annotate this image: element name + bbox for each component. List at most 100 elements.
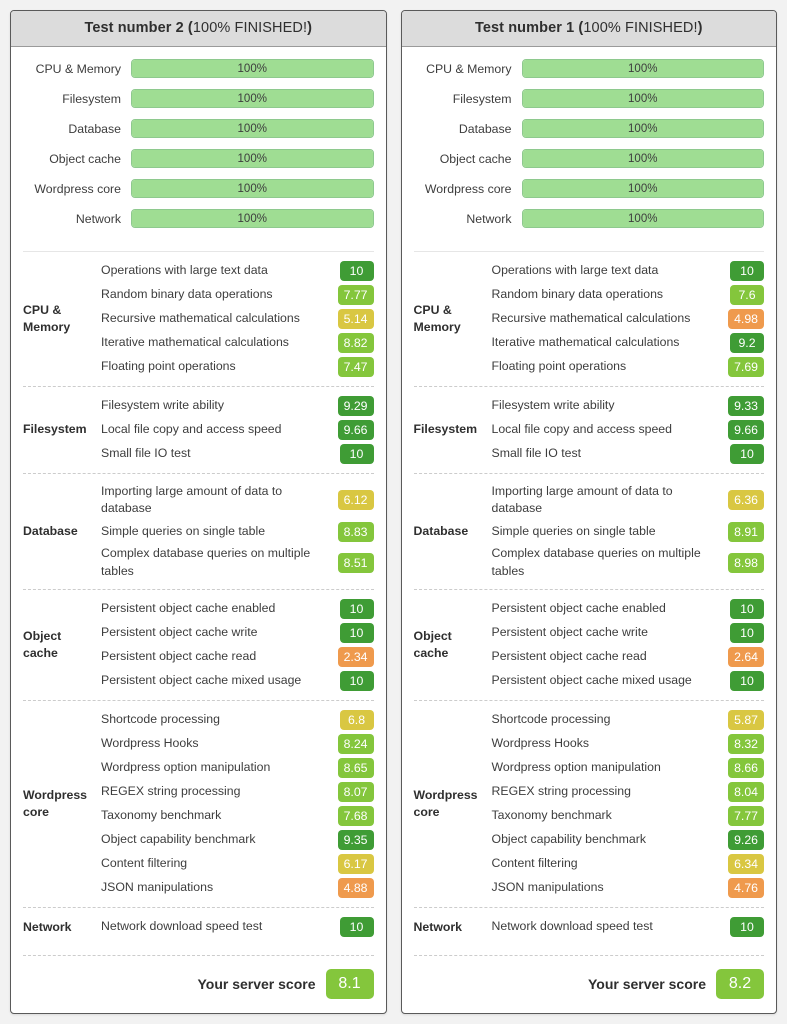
progress-bar: 100% [131, 209, 374, 228]
section-divider [23, 907, 374, 909]
score-badge: 9.33 [728, 396, 764, 416]
result-rows: Operations with large text data 10 Random … [101, 259, 374, 379]
table-row: Complex database queries on multiple tab… [492, 544, 764, 583]
table-row: Small file IO test 10 [492, 442, 764, 466]
result-label: Taxonomy benchmark [101, 808, 222, 823]
result-label: Recursive mathematical calculations [491, 311, 691, 326]
server-score-footer: Your server score 8.2 [413, 955, 764, 1013]
score-badge: 9.35 [337, 830, 374, 851]
score-badge: 2.64 [728, 647, 764, 668]
server-score-footer: Your server score 8.1 [23, 955, 374, 1013]
table-row: Object capability benchmark 9.35 [101, 828, 374, 852]
panel-body: CPU & Memory 100% Filesystem 100% Database 10… [402, 47, 777, 955]
result-group: Object cache Persistent object cache enab… [414, 590, 764, 700]
score-badge: 8.83 [337, 521, 374, 542]
table-row: Network download speed test 10 [101, 915, 374, 939]
progress-bar: 100% [521, 149, 764, 168]
score-badge: 8.91 [728, 521, 764, 542]
result-label: Shortcode processing [101, 712, 220, 727]
result-label: Network download speed test [491, 919, 653, 934]
result-label: Recursive mathematical calculations [101, 311, 300, 326]
progress-value: 100% [628, 182, 658, 195]
progress-row: Object cache 100% [414, 149, 764, 168]
progress-bar: 100% [131, 89, 374, 108]
progress-value: 100% [628, 212, 658, 225]
progress-fill [132, 120, 373, 137]
progress-row: Database 100% [23, 119, 374, 138]
progress-value: 100% [237, 212, 267, 225]
progress-row: Network 100% [414, 209, 764, 228]
table-row: Persistent object cache enabled 10 [101, 597, 374, 621]
section-divider [413, 251, 764, 252]
result-group: Wordpress core Shortcode processing 6.8 Wor… [23, 701, 374, 907]
result-rows: Filesystem write ability 9.29 Local file c… [101, 394, 374, 466]
table-row: Local file copy and access speed 9.66 [491, 418, 764, 442]
result-group-name: CPU & Memory [413, 302, 461, 334]
result-label: Wordpress Hooks [101, 736, 199, 751]
table-row: Persistent object cache write 10 [492, 621, 764, 645]
score-badge: 8.04 [728, 782, 764, 803]
server-score-label: Your server score [587, 976, 706, 992]
score-badge: 7.69 [728, 357, 764, 377]
panel-title-status: (100% FINISHED!) [188, 20, 312, 36]
section-divider [23, 386, 374, 387]
progress-fill [132, 210, 373, 227]
score-badge: 10 [730, 261, 764, 281]
result-group-name: CPU & Memory [23, 302, 71, 334]
table-row: Persistent object cache enabled 10 [492, 597, 764, 621]
table-row: Importing large amount of data to databa… [101, 481, 374, 520]
panel-header: Test number 2 (100% FINISHED!) [11, 11, 386, 47]
score-badge: 6.36 [728, 490, 764, 511]
section-divider [413, 907, 764, 909]
status-paren-close: ) [697, 20, 703, 36]
progress-fill [522, 60, 763, 77]
score-badge: 4.98 [728, 309, 764, 329]
table-row: Content filtering 6.17 [101, 852, 374, 876]
result-label: Small file IO test [101, 446, 191, 461]
score-badge: 4.76 [728, 878, 764, 899]
result-label: REGEX string processing [491, 784, 631, 799]
status-text: FINISHED! [230, 20, 308, 36]
result-label: Shortcode processing [491, 712, 611, 727]
result-label: Network download speed test [101, 919, 263, 934]
score-badge: 4.88 [337, 878, 374, 899]
progress-value: 100% [237, 92, 267, 105]
result-label: Content filtering [491, 856, 578, 871]
result-rows: Shortcode processing 6.8 Wordpress Hooks 8.… [101, 708, 374, 900]
progress-bar: 100% [131, 119, 374, 138]
score-badge: 10 [730, 671, 764, 692]
result-rows: Operations with large text data 10 Random … [491, 259, 764, 379]
result-label: Persistent object cache mixed usage [101, 673, 302, 688]
progress-row: Filesystem 100% [414, 89, 764, 108]
score-badge: 6.34 [728, 854, 764, 875]
score-badge: 10 [339, 623, 374, 644]
table-row: Local file copy and access speed 9.66 [101, 418, 374, 442]
section-divider [413, 386, 764, 387]
result-group-name: Network [413, 919, 463, 934]
result-rows: Persistent object cache enabled 10 Persist… [492, 597, 764, 693]
progress-row: Network 100% [23, 209, 374, 228]
result-label: Importing large amount of data to databa… [491, 483, 673, 516]
result-label: Floating point operations [101, 359, 236, 374]
result-group-name: Database [413, 523, 469, 538]
result-label: Wordpress Hooks [491, 736, 590, 751]
result-label: Persistent object cache read [101, 649, 257, 664]
score-badge: 10 [339, 599, 374, 620]
result-label: Complex database queries on multiple tab… [101, 546, 311, 578]
section-divider [413, 473, 764, 474]
score-badge: 7.77 [337, 285, 374, 305]
table-row: Filesystem write ability 9.33 [492, 394, 764, 418]
score-badge: 6.17 [337, 854, 374, 875]
section-divider [23, 473, 374, 474]
result-rows: Importing large amount of data to databa… [101, 481, 374, 582]
result-label: Operations with large text data [491, 263, 659, 278]
progress-bar: 100% [521, 89, 764, 108]
progress-value: 100% [628, 122, 658, 135]
table-row: Random binary data operations 7.77 [101, 283, 374, 307]
progress-fill [522, 180, 763, 197]
score-badge: 10 [339, 261, 374, 281]
result-label: Persistent object cache enabled [101, 601, 276, 616]
score-badge: 7.77 [728, 806, 764, 827]
table-row: Recursive mathematical calculations 4.98 [491, 307, 764, 331]
result-label: Local file copy and access speed [491, 422, 672, 437]
